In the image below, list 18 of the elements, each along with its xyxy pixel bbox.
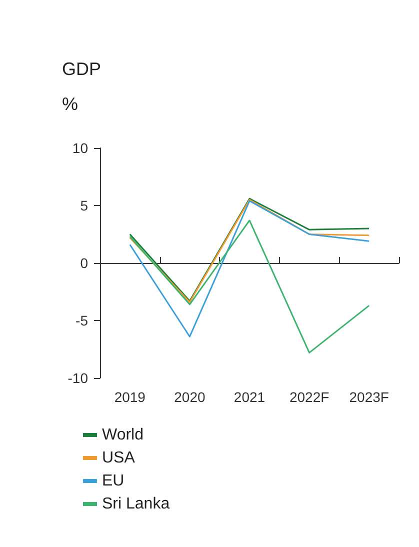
- legend-label: World: [102, 426, 144, 444]
- y-tick-label: 5: [80, 198, 88, 214]
- x-tick-label: 2020: [174, 389, 206, 405]
- y-tick-label: 0: [80, 255, 88, 271]
- x-tick-label: 2021: [234, 389, 266, 405]
- x-tick-label: 2022F: [289, 389, 330, 405]
- line-series: [129, 220, 370, 354]
- legend-label: USA: [102, 450, 136, 466]
- legend-label: Sri Lanka: [102, 496, 170, 512]
- y-tick-label: -10: [68, 370, 88, 386]
- x-tick-label: 2023F: [349, 389, 389, 405]
- chart-subtitle: %: [62, 94, 78, 114]
- chart-title: GDP: [62, 59, 102, 79]
- legend-label: EU: [102, 472, 124, 490]
- line-series: [129, 200, 370, 338]
- x-tick-label: 2019: [114, 389, 146, 405]
- y-tick-label: 10: [72, 140, 88, 156]
- y-tick-label: -5: [76, 312, 88, 328]
